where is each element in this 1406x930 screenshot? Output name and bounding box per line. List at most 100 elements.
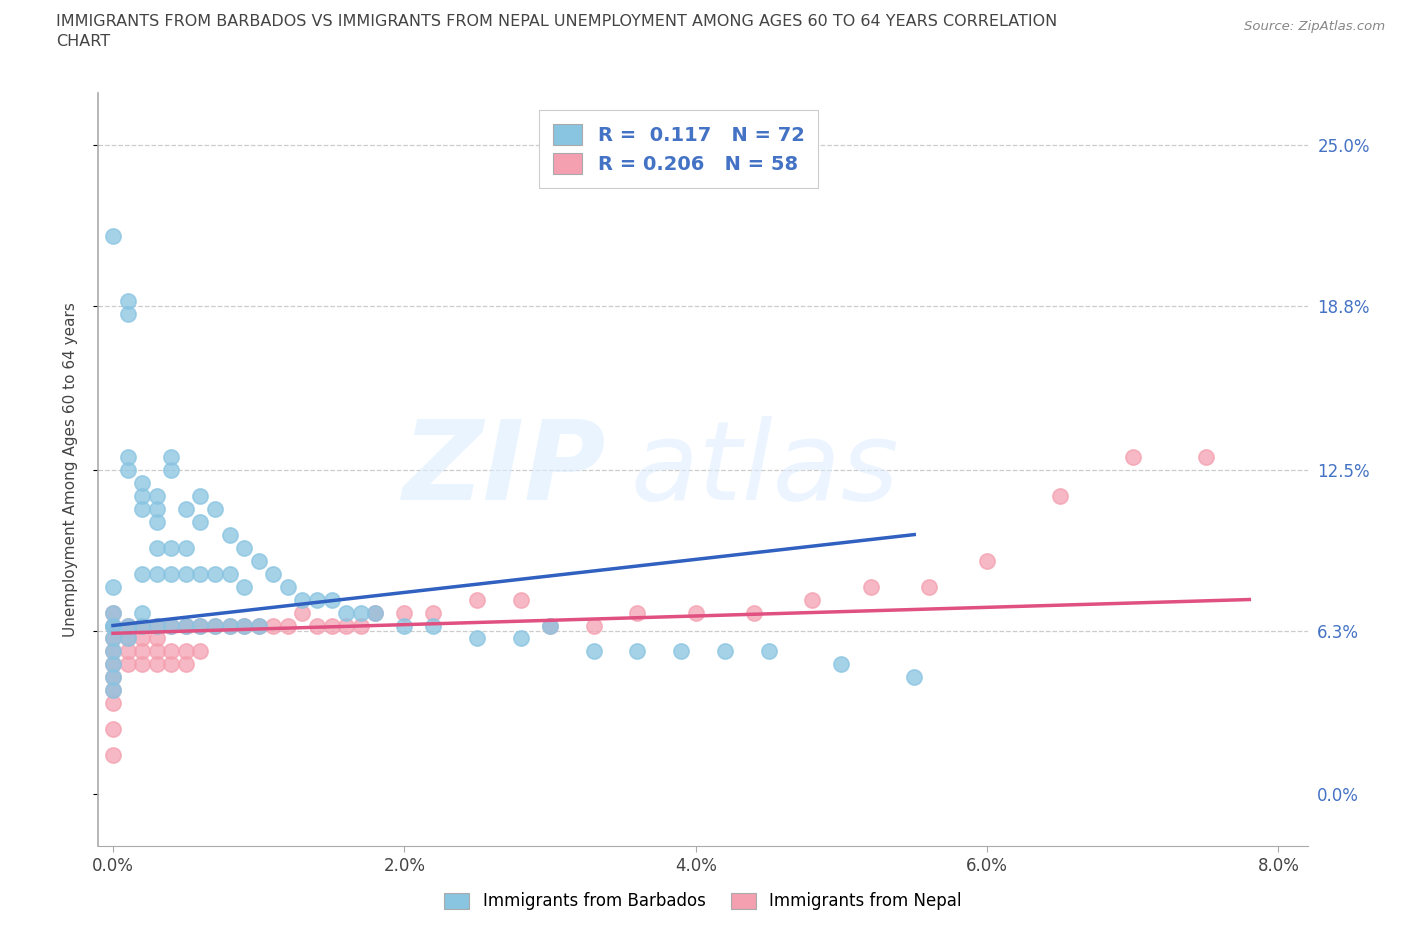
Legend: R =  0.117   N = 72, R = 0.206   N = 58: R = 0.117 N = 72, R = 0.206 N = 58 [540,111,818,188]
Point [101,631,124,646]
Point [160,449,183,464]
Point [101,579,124,594]
Point [131,618,153,633]
Point [538,618,561,633]
Point [685,605,707,620]
Point [117,618,139,633]
Point [117,631,139,646]
Point [364,605,387,620]
Point [190,514,212,529]
Point [101,683,124,698]
Point [145,514,167,529]
Point [131,488,153,503]
Point [145,618,167,633]
Text: CHART: CHART [56,34,110,49]
Point [190,488,212,503]
Point [918,579,941,594]
Point [145,540,167,555]
Point [145,644,167,659]
Point [101,644,124,659]
Point [669,644,692,659]
Point [145,501,167,516]
Point [190,644,212,659]
Point [117,644,139,659]
Point [801,592,824,607]
Point [174,618,197,633]
Text: atlas: atlas [630,416,898,524]
Point [291,605,314,620]
Point [160,657,183,671]
Point [277,579,299,594]
Point [160,540,183,555]
Point [131,475,153,490]
Point [538,618,561,633]
Point [394,605,416,620]
Point [305,618,328,633]
Point [976,553,998,568]
Text: IMMIGRANTS FROM BARBADOS VS IMMIGRANTS FROM NEPAL UNEMPLOYMENT AMONG AGES 60 TO : IMMIGRANTS FROM BARBADOS VS IMMIGRANTS F… [56,14,1057,29]
Point [204,566,226,581]
Point [174,644,197,659]
Point [233,618,256,633]
Point [131,644,153,659]
Point [131,657,153,671]
Point [582,644,605,659]
Point [204,618,226,633]
Point [131,631,153,646]
Point [1194,449,1216,464]
Point [277,618,299,633]
Point [101,657,124,671]
Point [859,579,882,594]
Point [101,605,124,620]
Point [247,553,270,568]
Point [101,670,124,684]
Point [101,618,124,633]
Point [101,605,124,620]
Point [145,657,167,671]
Point [465,631,488,646]
Point [742,605,765,620]
Point [422,618,444,633]
Point [1122,449,1144,464]
Point [117,449,139,464]
Point [394,618,416,633]
Point [335,605,357,620]
Text: ZIP: ZIP [402,416,606,524]
Point [101,657,124,671]
Point [145,631,167,646]
Point [101,683,124,698]
Y-axis label: Unemployment Among Ages 60 to 64 years: Unemployment Among Ages 60 to 64 years [63,302,77,637]
Point [160,618,183,633]
Point [247,618,270,633]
Point [321,592,343,607]
Point [903,670,925,684]
Point [160,566,183,581]
Point [626,644,648,659]
Point [422,605,444,620]
Point [218,618,240,633]
Point [174,657,197,671]
Point [218,618,240,633]
Point [131,501,153,516]
Point [291,592,314,607]
Point [131,566,153,581]
Point [714,644,737,659]
Point [131,618,153,633]
Point [465,592,488,607]
Point [218,566,240,581]
Legend: Immigrants from Barbados, Immigrants from Nepal: Immigrants from Barbados, Immigrants fro… [437,885,969,917]
Point [321,618,343,633]
Point [101,670,124,684]
Point [190,618,212,633]
Point [335,618,357,633]
Point [350,618,373,633]
Point [218,527,240,542]
Point [131,605,153,620]
Point [117,657,139,671]
Point [509,631,531,646]
Point [204,501,226,516]
Point [101,696,124,711]
Point [160,644,183,659]
Point [758,644,780,659]
Point [364,605,387,620]
